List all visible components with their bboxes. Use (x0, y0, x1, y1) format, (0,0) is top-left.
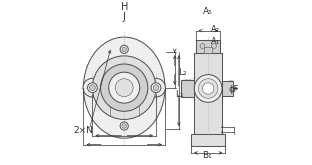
Bar (222, 81, 233, 96)
Circle shape (122, 124, 126, 128)
Circle shape (120, 122, 128, 130)
Text: L₂: L₂ (178, 68, 186, 78)
Circle shape (151, 83, 161, 93)
Circle shape (109, 72, 140, 103)
Bar (194, 53, 222, 134)
Circle shape (198, 79, 218, 98)
Text: J: J (123, 12, 126, 22)
Ellipse shape (83, 78, 102, 97)
Text: B₁: B₁ (202, 151, 212, 160)
Text: A₅: A₅ (203, 7, 213, 16)
Circle shape (92, 56, 156, 119)
Circle shape (202, 83, 214, 94)
Text: A₂: A₂ (211, 25, 220, 34)
Text: H: H (120, 2, 128, 12)
Circle shape (100, 64, 148, 111)
Circle shape (153, 85, 159, 91)
Circle shape (115, 79, 133, 97)
Circle shape (194, 75, 222, 102)
Bar (191, 134, 225, 146)
Text: L₁: L₁ (175, 90, 184, 99)
Text: A₁: A₁ (211, 37, 220, 46)
Circle shape (87, 83, 97, 93)
Text: 2×N: 2×N (74, 126, 93, 135)
Text: ϕF: ϕF (228, 85, 239, 94)
Circle shape (120, 45, 128, 53)
Ellipse shape (147, 78, 165, 97)
Circle shape (90, 85, 95, 91)
Bar (181, 80, 194, 98)
Bar (204, 47, 212, 53)
Circle shape (122, 47, 126, 52)
Bar (196, 40, 220, 53)
Ellipse shape (83, 37, 165, 138)
